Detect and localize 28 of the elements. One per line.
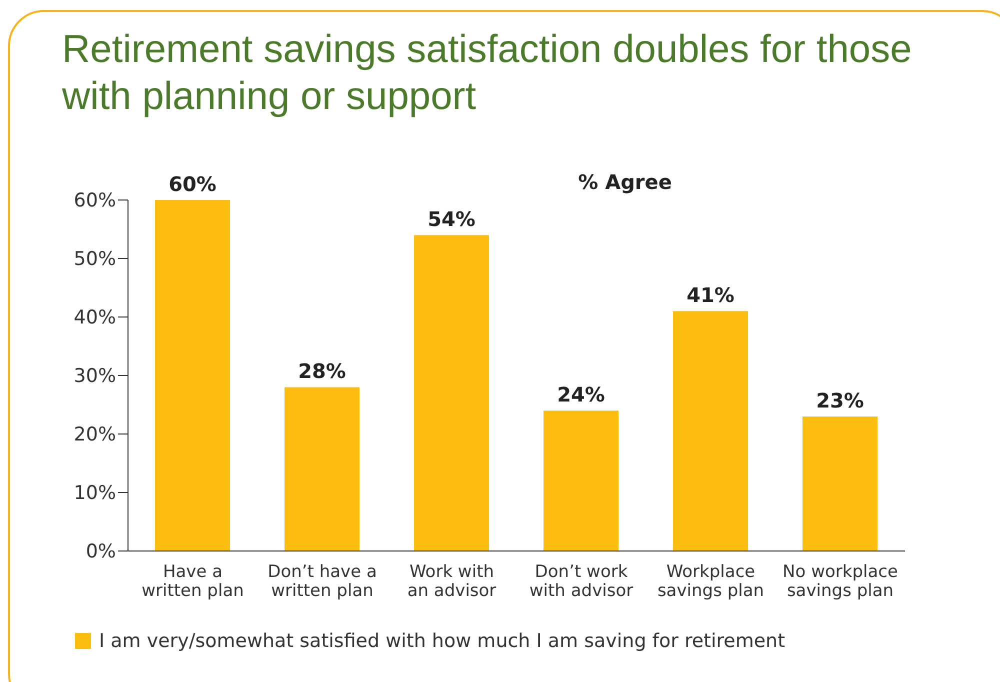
y-tick-label: 60% (74, 190, 116, 212)
data-label: 24% (557, 382, 605, 407)
x-tick-label: Work with an advisor (407, 562, 496, 601)
chart-title: Retirement savings satisfaction doubles for those with planning or support (62, 27, 913, 120)
y-tick-label: 40% (74, 306, 116, 329)
bar (544, 410, 618, 551)
x-tick-label: Workplace savings plan (657, 562, 764, 601)
x-tick-label: Don’t work with advisor (529, 562, 634, 601)
bar (673, 311, 748, 551)
chart-subtitle: % Agree (577, 170, 673, 194)
y-tick-label: 20% (74, 424, 116, 446)
y-tick-label: 10% (74, 482, 116, 504)
x-tick-label: Have a written plan (142, 562, 244, 601)
x-tick-label: Don’t have a written plan (268, 562, 377, 601)
bar (284, 387, 360, 551)
data-label: 41% (686, 283, 734, 308)
x-tick-label: No workplace savings plan (782, 562, 898, 601)
bar (414, 235, 489, 551)
data-label: 60% (168, 172, 216, 196)
data-label: 23% (816, 388, 864, 412)
y-tick-label: 0% (86, 540, 116, 563)
legend-label: I am very/somewhat satisfied with how much I am saving for retirement (99, 630, 786, 652)
y-tick-label: 30% (74, 365, 116, 388)
y-tick-label: 50% (74, 248, 116, 270)
bar (802, 416, 878, 551)
data-label: 28% (298, 359, 346, 384)
data-label: 54% (428, 207, 476, 232)
bar (155, 200, 230, 551)
